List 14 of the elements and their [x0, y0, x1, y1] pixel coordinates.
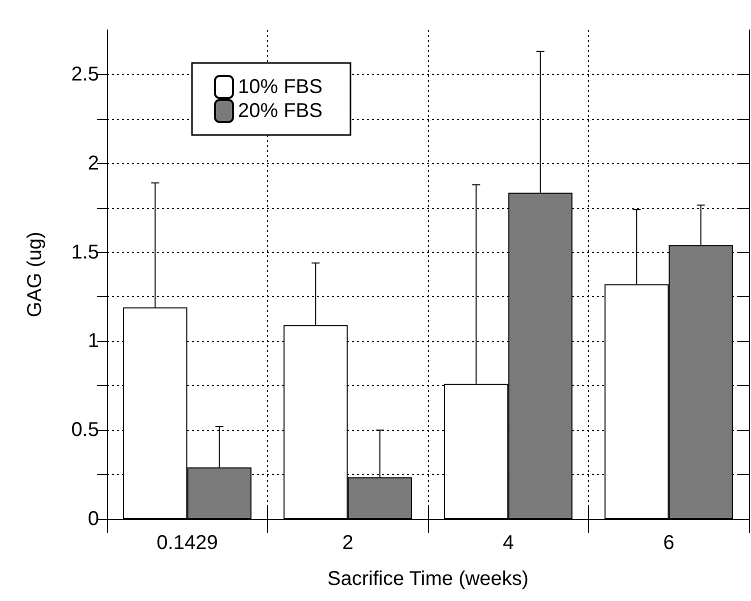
y-axis-title: GAG (ug): [24, 232, 46, 318]
legend-label: 10% FBS: [238, 76, 322, 98]
legend-label: 20% FBS: [238, 100, 322, 122]
x-tick-label: 4: [502, 532, 514, 554]
x-tick-label: 6: [663, 532, 674, 554]
y-tick-label: 0.5: [71, 419, 99, 442]
x-axis-title: Sacrifice Time (weeks): [327, 568, 529, 590]
y-tick-label: 2.5: [71, 63, 99, 86]
y-tick-label: 1: [88, 330, 99, 352]
y-tick-label: 2: [88, 152, 99, 174]
x-tick-label: 2: [342, 532, 354, 554]
y-tick-label: 1.5: [71, 241, 99, 264]
y-tick-label: 0: [88, 508, 99, 530]
x-tick-label: 0.1429: [156, 532, 218, 554]
